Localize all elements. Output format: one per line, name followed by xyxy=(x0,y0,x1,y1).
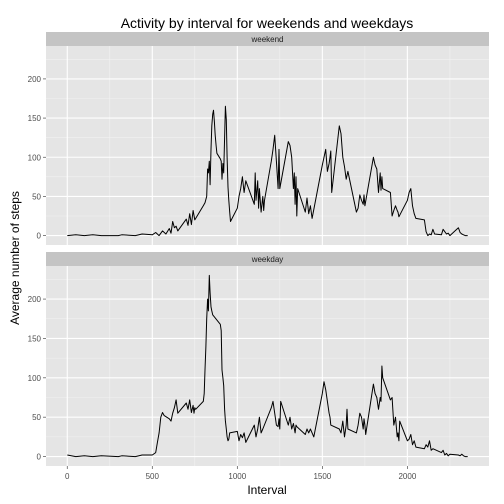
x-tick-label: 1000 xyxy=(228,472,246,481)
y-tick-label: 0 xyxy=(37,453,42,462)
series-line-weekday xyxy=(67,274,468,458)
panel-weekend: weekend 0 50 100 150 200 xyxy=(28,32,489,245)
panel-weekday: weekday 0 50 100 150 200 xyxy=(28,252,489,466)
y-tick-label: 100 xyxy=(28,374,42,383)
chart-title: Activity by interval for weekends and we… xyxy=(121,15,414,31)
y-tick-label: 100 xyxy=(28,153,42,162)
y-tick-label: 150 xyxy=(28,334,42,343)
strip-background xyxy=(46,32,489,46)
facet-panels: weekend 0 50 100 150 200 weekday 0 50 100 150 200 xyxy=(28,32,489,466)
x-tick-label: 2000 xyxy=(398,472,416,481)
x-axis-title: Interval xyxy=(247,483,286,497)
x-tick-label: 0 xyxy=(65,472,70,481)
strip-label: weekday xyxy=(251,255,284,264)
y-tick-label: 50 xyxy=(32,413,41,422)
y-tick-label: 150 xyxy=(28,114,42,123)
y-tick-label: 0 xyxy=(37,232,42,241)
x-tick-label: 500 xyxy=(146,472,160,481)
x-axis: 0 500 1000 1500 2000 xyxy=(65,466,417,481)
x-tick-label: 1500 xyxy=(313,472,331,481)
y-tick-label: 50 xyxy=(32,192,41,201)
panel-background xyxy=(46,266,489,466)
y-axis-title: Average number of steps xyxy=(8,191,22,325)
y-tick-label: 200 xyxy=(28,295,42,304)
strip-label: weekend xyxy=(250,35,283,44)
panel-background xyxy=(46,46,489,245)
y-tick-label: 200 xyxy=(28,75,42,84)
series-line-weekend xyxy=(67,105,468,237)
strip-background xyxy=(46,252,489,266)
